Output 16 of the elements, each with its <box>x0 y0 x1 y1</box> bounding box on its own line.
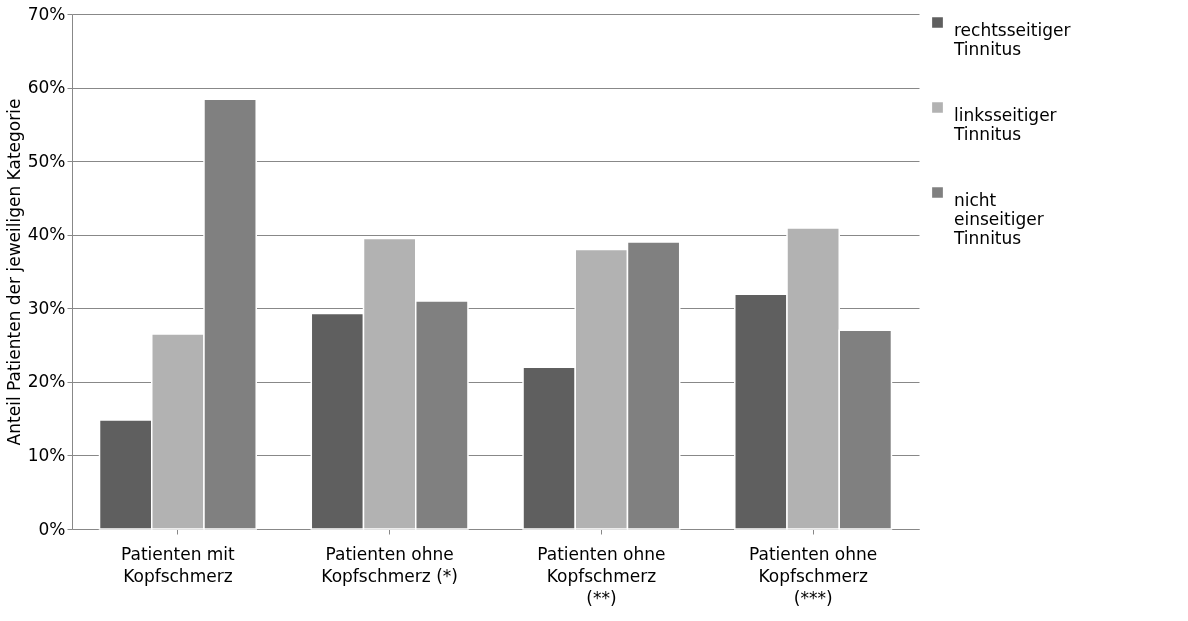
y-tick-label: 30% <box>27 297 66 318</box>
legend-label: linksseitiger Tinnitus <box>953 104 1057 144</box>
y-tick-label: 40% <box>27 224 66 245</box>
y-tick-label: 70% <box>27 3 66 24</box>
y-tick-label: 10% <box>27 444 66 465</box>
x-tick-label: Patienten ohne Kopfschmerz (**) <box>537 543 666 608</box>
y-axis-title: Anteil Patienten der jeweiligen Kategorie <box>3 98 24 446</box>
legend-label: rechtsseitiger Tinnitus <box>953 19 1071 59</box>
y-tick-label: 50% <box>27 150 66 171</box>
x-tick-label: Patienten ohne Kopfschmerz (*) <box>321 543 458 586</box>
y-tick-label: 60% <box>27 77 66 98</box>
y-tick-label: 20% <box>27 371 66 392</box>
x-tick-label: Patienten ohne Kopfschmerz (***) <box>749 543 878 608</box>
y-tick-label: 0% <box>38 518 66 539</box>
x-tick-label: Patienten mit Kopfschmerz <box>120 543 236 586</box>
legend-label: nicht einseitiger Tinnitus <box>953 189 1044 248</box>
